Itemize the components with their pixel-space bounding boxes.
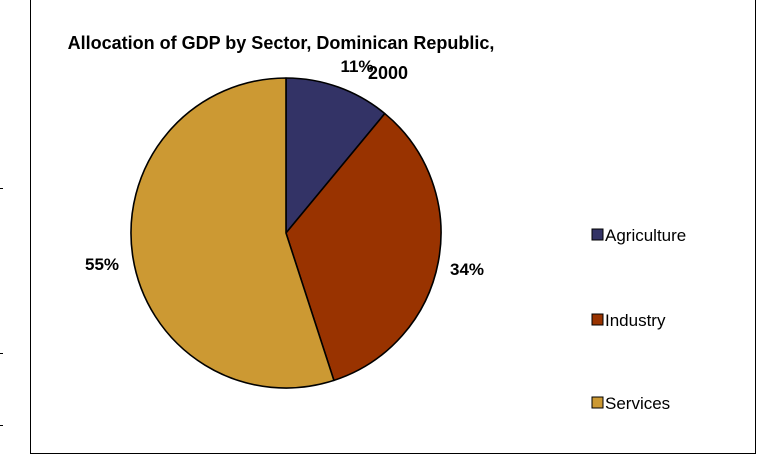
edge-tick (0, 425, 3, 426)
slice-label-agriculture: 11% (340, 57, 373, 76)
pie-slice-agriculture (285, 77, 386, 234)
legend-swatch-industry (591, 313, 604, 326)
edge-tick (0, 188, 3, 189)
slice-labels: 11% 34% 55% (85, 57, 484, 279)
legend-label-industry: Industry (605, 311, 666, 330)
pie-slice-services (130, 77, 335, 389)
chart-area: Allocation of GDP by Sector, Dominican R… (30, 0, 756, 454)
slice-label-services: 55% (85, 255, 119, 274)
legend-swatch-agriculture (591, 228, 604, 241)
legend-label-agriculture: Agriculture (605, 226, 686, 245)
slice-label-industry: 34% (450, 260, 484, 279)
chart-title-line1: Allocation of GDP by Sector, Dominican R… (68, 33, 495, 53)
edge-tick (0, 353, 3, 354)
legend: Agriculture Industry Services (591, 226, 686, 413)
legend-swatch-services (591, 396, 604, 409)
pie-chart: Allocation of GDP by Sector, Dominican R… (68, 33, 687, 413)
pie-slices (130, 77, 442, 389)
pie-slice-industry (285, 112, 442, 382)
legend-label-services: Services (605, 394, 670, 413)
chart-title-line2: 2000 (368, 63, 408, 83)
